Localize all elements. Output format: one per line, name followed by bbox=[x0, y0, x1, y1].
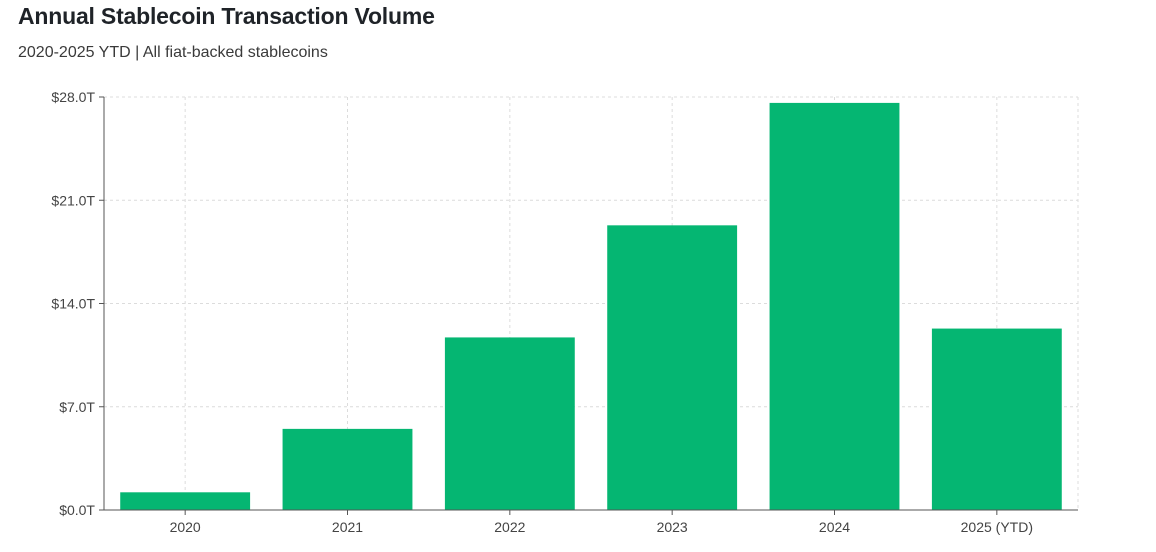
x-tick-label: 2025 (YTD) bbox=[961, 519, 1033, 535]
chart-title: Annual Stablecoin Transaction Volume bbox=[18, 3, 435, 29]
x-tick-label: 2024 bbox=[819, 519, 850, 535]
y-tick-label: $14.0T bbox=[51, 296, 95, 312]
x-tick-label: 2021 bbox=[332, 519, 363, 535]
bars-layer bbox=[120, 102, 1062, 511]
axis-layer: $0.0T $7.0T $14.0T $21.0T $28.0T 2020 2021 2022… bbox=[51, 89, 1078, 535]
x-tick-label: 2020 bbox=[170, 519, 201, 535]
bar-2022 bbox=[444, 337, 575, 510]
y-tick-label: $0.0T bbox=[59, 502, 95, 518]
bar-2021 bbox=[282, 428, 413, 510]
bar-2025-ytd bbox=[931, 328, 1062, 510]
chart-subtitle: 2020-2025 YTD | All fiat-backed stableco… bbox=[18, 44, 328, 61]
bar-2020 bbox=[120, 492, 251, 510]
y-tick-label: $7.0T bbox=[59, 399, 95, 415]
bar-2023 bbox=[607, 225, 738, 510]
bar-2024 bbox=[769, 102, 900, 511]
y-tick-label: $21.0T bbox=[51, 192, 95, 208]
y-tick-label: $28.0T bbox=[51, 89, 95, 105]
x-tick-label: 2023 bbox=[657, 519, 688, 535]
x-tick-label: 2022 bbox=[494, 519, 525, 535]
